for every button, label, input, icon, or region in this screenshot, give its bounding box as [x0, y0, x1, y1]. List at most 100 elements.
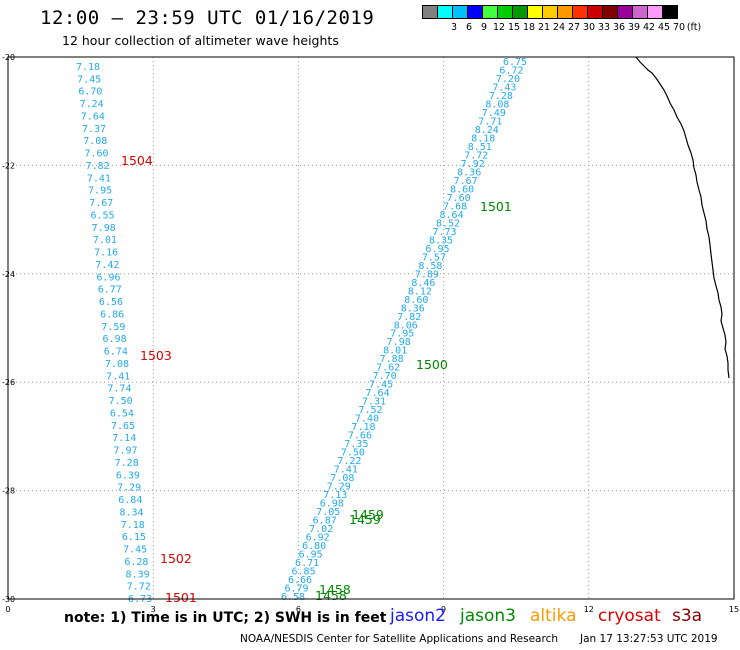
wave-height-value: 7.02: [309, 524, 333, 535]
wave-height-value: 6.86: [100, 309, 124, 320]
wave-height-value: 7.72: [127, 582, 151, 593]
y-tick-label: -24: [2, 270, 15, 279]
wave-height-value: 7.14: [112, 433, 136, 444]
y-tick-label: -28: [2, 487, 15, 496]
wave-height-value: 6.74: [104, 347, 128, 358]
colorbar-label: (ft): [686, 22, 702, 33]
wave-height-value: 7.20: [496, 74, 520, 85]
y-tick-label: -22: [2, 161, 15, 170]
colorbar-swatch: [662, 5, 678, 19]
wave-height-value: 7.29: [117, 483, 141, 494]
wave-height-value: 6.85: [292, 567, 316, 578]
units-note: note: 1) Time is in UTC; 2) SWH is in fe…: [64, 610, 387, 626]
wave-height-value: 8.46: [411, 278, 435, 289]
wave-height-value: 7.29: [327, 482, 351, 493]
wave-height-value: 7.66: [348, 431, 372, 442]
wave-height-value: 7.40: [355, 414, 379, 425]
wave-height-value: 7.95: [390, 329, 414, 340]
legend-item-s3a: s3a: [672, 606, 703, 626]
page-subtitle: 12 hour collection of altimeter wave hei…: [62, 33, 339, 48]
wave-height-value: 7.22: [337, 456, 361, 467]
wave-height-value: 7.01: [93, 235, 117, 246]
wave-height-value: 6.15: [122, 532, 146, 543]
colorbar-label: 15: [507, 22, 521, 33]
colorbar-label: 42: [642, 22, 656, 33]
wave-height-value: 7.45: [123, 545, 147, 556]
colorbar-label: 3: [450, 22, 458, 33]
wave-height-value: 6.98: [320, 499, 344, 510]
wave-height-value: 7.89: [415, 269, 439, 280]
wave-height-value: 7.67: [454, 176, 478, 187]
wave-height-value: 8.64: [440, 210, 464, 221]
wave-height-value: 8.58: [418, 261, 442, 272]
map-frame: [7, 56, 735, 600]
x-tick-label: 3: [151, 605, 156, 614]
wave-height-value: 8.35: [429, 235, 453, 246]
wave-height-value: 8.12: [408, 286, 432, 297]
wave-height-value: 7.45: [77, 74, 101, 85]
wave-height-value: 7.68: [443, 201, 467, 212]
wave-height-value: 8.60: [450, 184, 474, 195]
wave-height-value: 7.52: [358, 405, 382, 416]
wave-height-value: 6.55: [90, 210, 114, 221]
colorbar-label: 39: [627, 22, 641, 33]
colorbar-label: 9: [480, 22, 488, 33]
wave-height-value: 6.54: [110, 408, 134, 419]
wave-height-value: 6.95: [299, 550, 323, 561]
legend-item-altika: altika: [530, 606, 577, 626]
x-tick-label: 15: [729, 605, 739, 614]
wave-height-value: 7.92: [461, 159, 485, 170]
wave-height-value: 7.42: [95, 260, 119, 271]
wave-height-value: 7.08: [83, 136, 107, 147]
wave-height-value: 7.82: [397, 312, 421, 323]
wave-height-value: 6.87: [313, 516, 337, 527]
wave-height-value: 7.95: [88, 186, 112, 197]
wave-height-value: 7.73: [432, 227, 456, 238]
pass-time-label: 1458: [319, 582, 351, 597]
wave-height-value: 6.98: [103, 334, 127, 345]
x-tick-label: 6: [296, 605, 301, 614]
wave-height-value: 7.60: [84, 149, 108, 160]
wave-height-value: 8.08: [485, 99, 509, 110]
wave-height-value: 7.18: [121, 520, 145, 531]
wave-height-value: 7.41: [87, 173, 111, 184]
wave-height-value: 7.64: [81, 111, 105, 122]
pass-time-label: 1500: [416, 357, 448, 372]
wave-height-value: 7.16: [94, 248, 118, 259]
wave-height-value: 7.45: [369, 380, 393, 391]
colorbar-label: 12: [492, 22, 506, 33]
wave-height-value: 8.24: [475, 125, 499, 136]
wave-height-value: 6.56: [99, 297, 123, 308]
wave-height-value: 7.60: [447, 193, 471, 204]
coastline: [635, 56, 730, 379]
wave-height-value: 6.28: [124, 557, 148, 568]
colorbar-label: 33: [597, 22, 611, 33]
wave-height-value: 7.59: [101, 322, 125, 333]
credit-text: NOAA/NESDIS Center for Satellite Applica…: [240, 633, 558, 645]
wave-height-value: 7.37: [82, 124, 106, 135]
wave-height-value: 6.96: [97, 272, 121, 283]
wave-height-value: 7.67: [89, 198, 113, 209]
wave-height-value: 7.08: [105, 359, 129, 370]
wave-height-value: 7.31: [362, 397, 386, 408]
wave-height-value: 7.64: [366, 388, 390, 399]
wave-height-value: 6.77: [98, 285, 122, 296]
wave-height-value: 8.39: [126, 569, 150, 580]
legend-item-jason2: jason2: [390, 606, 446, 626]
wave-height-value: 8.18: [471, 133, 495, 144]
wave-height-value: 8.01: [383, 346, 407, 357]
wave-height-value: 7.57: [422, 252, 446, 263]
x-tick-label: 9: [441, 605, 446, 614]
wave-height-value: 6.66: [288, 575, 312, 586]
colorbar-label: 24: [552, 22, 566, 33]
wave-height-value: 7.71: [478, 116, 502, 127]
wave-height-value: 6.92: [306, 533, 330, 544]
y-tick-label: -26: [2, 378, 15, 387]
pass-time-label: 1502: [160, 551, 192, 566]
wave-height-value: 7.41: [106, 371, 130, 382]
pass-time-label: 1501: [480, 199, 512, 214]
legend-item-jason3: jason3: [460, 606, 516, 626]
pass-time-label: 1459: [349, 512, 381, 527]
colorbar-label: 27: [567, 22, 581, 33]
